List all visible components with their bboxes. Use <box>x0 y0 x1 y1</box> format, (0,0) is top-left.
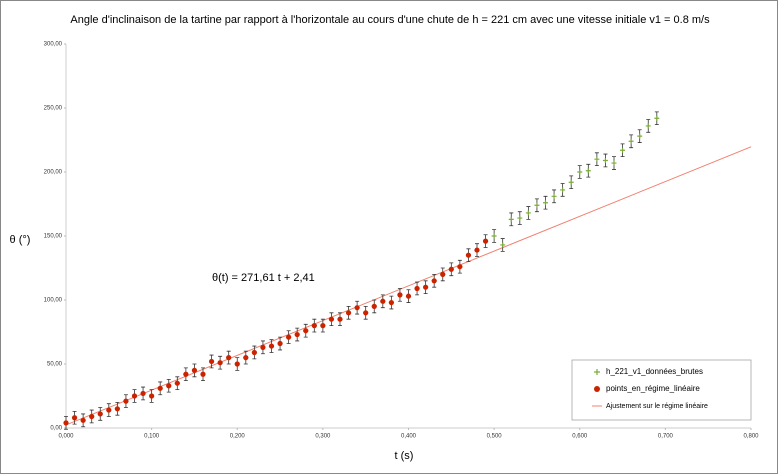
point <box>277 340 283 347</box>
point <box>611 160 617 166</box>
y-tick-label: 100,00 <box>44 298 63 304</box>
point <box>320 323 326 329</box>
point <box>183 371 189 377</box>
point <box>517 215 523 221</box>
point <box>63 420 69 426</box>
point <box>345 310 352 316</box>
x-tick-label: 0,800 <box>743 434 759 440</box>
point <box>491 233 497 239</box>
point <box>106 407 112 413</box>
point <box>482 238 489 244</box>
point <box>294 331 300 338</box>
point <box>500 242 506 248</box>
point <box>131 393 138 399</box>
point <box>123 398 129 404</box>
legend-label: points_en_régime_linéaire <box>606 384 700 393</box>
point <box>140 390 146 397</box>
point <box>405 293 412 299</box>
point <box>166 383 172 389</box>
point <box>645 123 651 129</box>
point <box>71 415 78 421</box>
point <box>268 343 275 349</box>
point <box>414 285 420 292</box>
point <box>525 210 531 216</box>
point <box>260 344 266 350</box>
point <box>654 115 660 121</box>
point <box>226 355 232 361</box>
point <box>200 371 206 377</box>
point <box>89 413 95 420</box>
point <box>637 133 643 139</box>
point <box>97 411 103 417</box>
fit-line <box>65 146 752 426</box>
point <box>303 328 309 334</box>
point <box>594 156 600 162</box>
point <box>217 360 223 366</box>
point <box>534 202 540 208</box>
point <box>628 138 634 144</box>
point <box>448 266 454 272</box>
point <box>397 292 403 298</box>
point <box>585 168 591 174</box>
point <box>243 355 249 361</box>
point <box>423 284 429 290</box>
legend-marker <box>594 369 600 375</box>
point <box>114 406 120 412</box>
point <box>337 316 343 322</box>
y-tick-label: 200,00 <box>44 170 63 176</box>
point <box>508 216 514 222</box>
point <box>474 247 480 253</box>
chart-title: Angle d'inclinaison de la tartine par ra… <box>70 14 710 26</box>
legend-label: Ajustement sur le régime linéaire <box>606 403 708 410</box>
point <box>286 334 292 340</box>
point <box>149 393 155 399</box>
point <box>602 157 608 163</box>
x-tick-label: 0,400 <box>401 434 417 440</box>
x-tick-label: 0,700 <box>658 434 674 440</box>
y-axis-label: θ (°) <box>10 234 31 246</box>
point <box>465 252 472 258</box>
point <box>363 310 369 316</box>
y-tick-label: 250,00 <box>44 106 63 112</box>
x-tick-label: 0,000 <box>58 434 74 440</box>
point <box>191 367 198 373</box>
point <box>371 303 377 309</box>
point <box>431 278 437 284</box>
y-tick-label: 50,00 <box>47 362 63 368</box>
x-tick-label: 0,500 <box>487 434 503 440</box>
point <box>577 169 583 175</box>
point <box>620 147 626 153</box>
point <box>208 358 215 365</box>
point <box>551 193 557 199</box>
point <box>380 298 386 304</box>
x-tick-label: 0,100 <box>144 434 160 440</box>
point <box>354 305 360 311</box>
point <box>388 299 394 306</box>
legend-label: h_221_v1_données_brutes <box>606 367 703 376</box>
x-tick-label: 0,200 <box>230 434 246 440</box>
point <box>328 316 335 322</box>
y-tick-label: 300,00 <box>44 42 63 48</box>
y-tick-label: 150,00 <box>44 234 63 240</box>
point <box>157 385 163 391</box>
x-tick-label: 0,300 <box>315 434 331 440</box>
point <box>174 380 180 386</box>
point <box>457 264 463 270</box>
annotation: θ(t) = 271,61 t + 2,41 <box>212 272 315 284</box>
point <box>560 187 566 193</box>
point <box>543 200 548 206</box>
x-axis-label: t (s) <box>395 450 414 462</box>
legend-box <box>571 359 752 421</box>
point <box>440 271 446 277</box>
point <box>568 179 574 185</box>
point <box>311 323 317 329</box>
y-tick-label: 0,00 <box>50 426 62 432</box>
legend-marker <box>594 386 600 392</box>
point <box>234 361 240 367</box>
point <box>80 417 86 423</box>
point <box>251 349 257 356</box>
x-tick-label: 0,600 <box>572 434 588 440</box>
